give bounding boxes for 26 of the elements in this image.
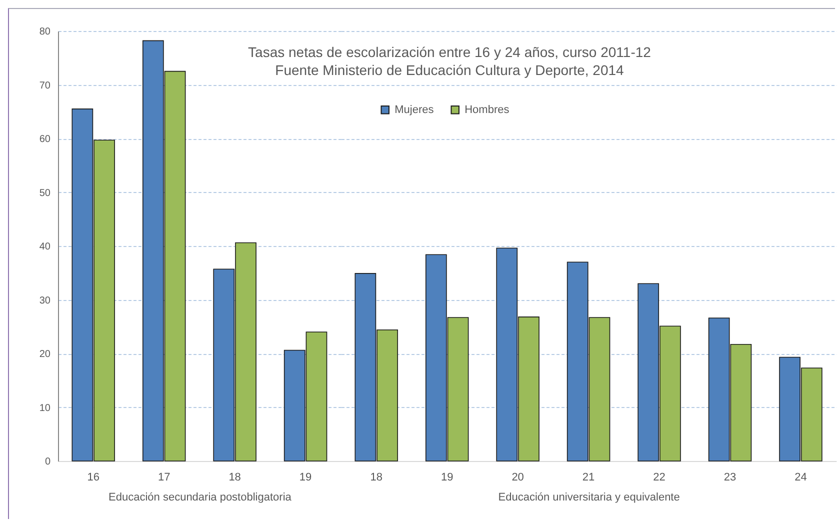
- x-tick-label: 16: [87, 472, 100, 484]
- x-tick-label: 18: [370, 472, 382, 484]
- y-tick-label: 0: [44, 456, 51, 468]
- x-tick-label: 24: [794, 472, 807, 484]
- y-tick-label: 10: [39, 402, 51, 414]
- x-tick-label: 22: [653, 472, 666, 484]
- x-tick-label: 18: [228, 472, 241, 484]
- x-axis-title: Educación universitaria y equivalente: [498, 492, 680, 504]
- x-tick-label: 20: [512, 472, 524, 484]
- x-axis-title: Educación secundaria postobligatoria: [108, 492, 292, 504]
- x-tick-label: 21: [582, 472, 595, 484]
- x-tick-label: 17: [158, 472, 170, 484]
- x-tick-label: 23: [724, 472, 736, 484]
- text: Tasas netas de escolarización entre 16 y 24 años, curso 2011-12: [248, 44, 652, 60]
- x-tick-label: 19: [440, 472, 454, 484]
- y-tick-label: 60: [39, 134, 51, 145]
- x-tick-label: 19: [299, 472, 312, 484]
- legend-label: Hombres: [464, 104, 510, 116]
- y-tick-label: 30: [39, 295, 51, 306]
- y-tick-label: 80: [39, 26, 51, 38]
- y-tick-label: 20: [39, 349, 51, 360]
- y-tick-label: 70: [39, 80, 51, 92]
- y-tick-label: 50: [39, 188, 51, 199]
- y-tick-label: 40: [39, 242, 51, 252]
- text: Fuente Ministerio de Educación Cultura y Deporte, 2014: [275, 62, 624, 78]
- legend-label: Mujeres: [394, 104, 434, 116]
